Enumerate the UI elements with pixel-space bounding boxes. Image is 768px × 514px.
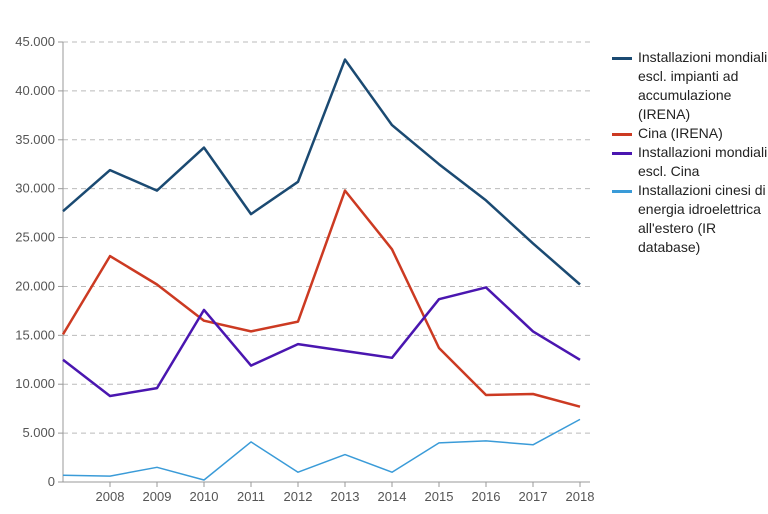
legend-label: Installazioni mondiali escl. impianti ad… [638,49,768,122]
axes [58,41,590,487]
series-line-2 [61,189,581,408]
legend-swatch [612,133,632,136]
y-tick-label: 25.000 [15,230,55,245]
legend: Installazioni mondiali escl. impianti ad… [612,48,768,257]
legend-swatch [612,190,632,193]
legend-label: Installazioni cinesi di energia idroelet… [638,182,766,255]
x-tick-label: 2014 [378,489,407,504]
x-tick-label: 2016 [472,489,501,504]
legend-item-china-abroad: Installazioni cinesi di energia idroelet… [612,181,768,257]
y-tick-label: 20.000 [15,278,55,293]
y-axis-tick-labels: 0 5.000 10.000 15.000 20.000 25.000 30.000 35.0… [15,34,55,489]
y-tick-label: 45.000 [15,34,55,49]
series-line-1 [62,58,581,286]
x-tick-label: 2013 [331,489,360,504]
x-axis-tick-labels: 2008 2009 2010 2011 2012 2013 2014 2015 2016 2017… [96,489,595,504]
gridlines [63,41,590,434]
series-line-3 [62,286,581,398]
x-tick-label: 2012 [284,489,313,504]
y-tick-label: 40.000 [15,83,55,98]
legend-label: Installazioni mondiali escl. Cina [638,144,768,179]
y-tick-label: 10.000 [15,376,55,391]
x-tick-label: 2017 [519,489,548,504]
series-lines [61,58,581,481]
y-tick-label: 35.000 [15,132,55,147]
legend-swatch [612,57,632,60]
legend-item-world-excl-china: Installazioni mondiali escl. Cina [612,143,768,181]
x-tick-label: 2010 [190,489,219,504]
x-tick-label: 2018 [566,489,595,504]
y-tick-label: 30.000 [15,181,55,196]
legend-item-world-excl-storage: Installazioni mondiali escl. impianti ad… [612,48,768,124]
x-tick-label: 2015 [425,489,454,504]
series-line-4 [62,418,581,481]
y-tick-label: 0 [48,474,55,489]
x-tick-label: 2008 [96,489,125,504]
legend-item-china: Cina (IRENA) [612,124,768,143]
legend-swatch [612,152,632,155]
y-tick-label: 15.000 [15,327,55,342]
legend-label: Cina (IRENA) [638,125,723,141]
x-tick-label: 2011 [237,489,265,504]
x-tick-label: 2009 [143,489,172,504]
y-tick-label: 5.000 [22,425,55,440]
